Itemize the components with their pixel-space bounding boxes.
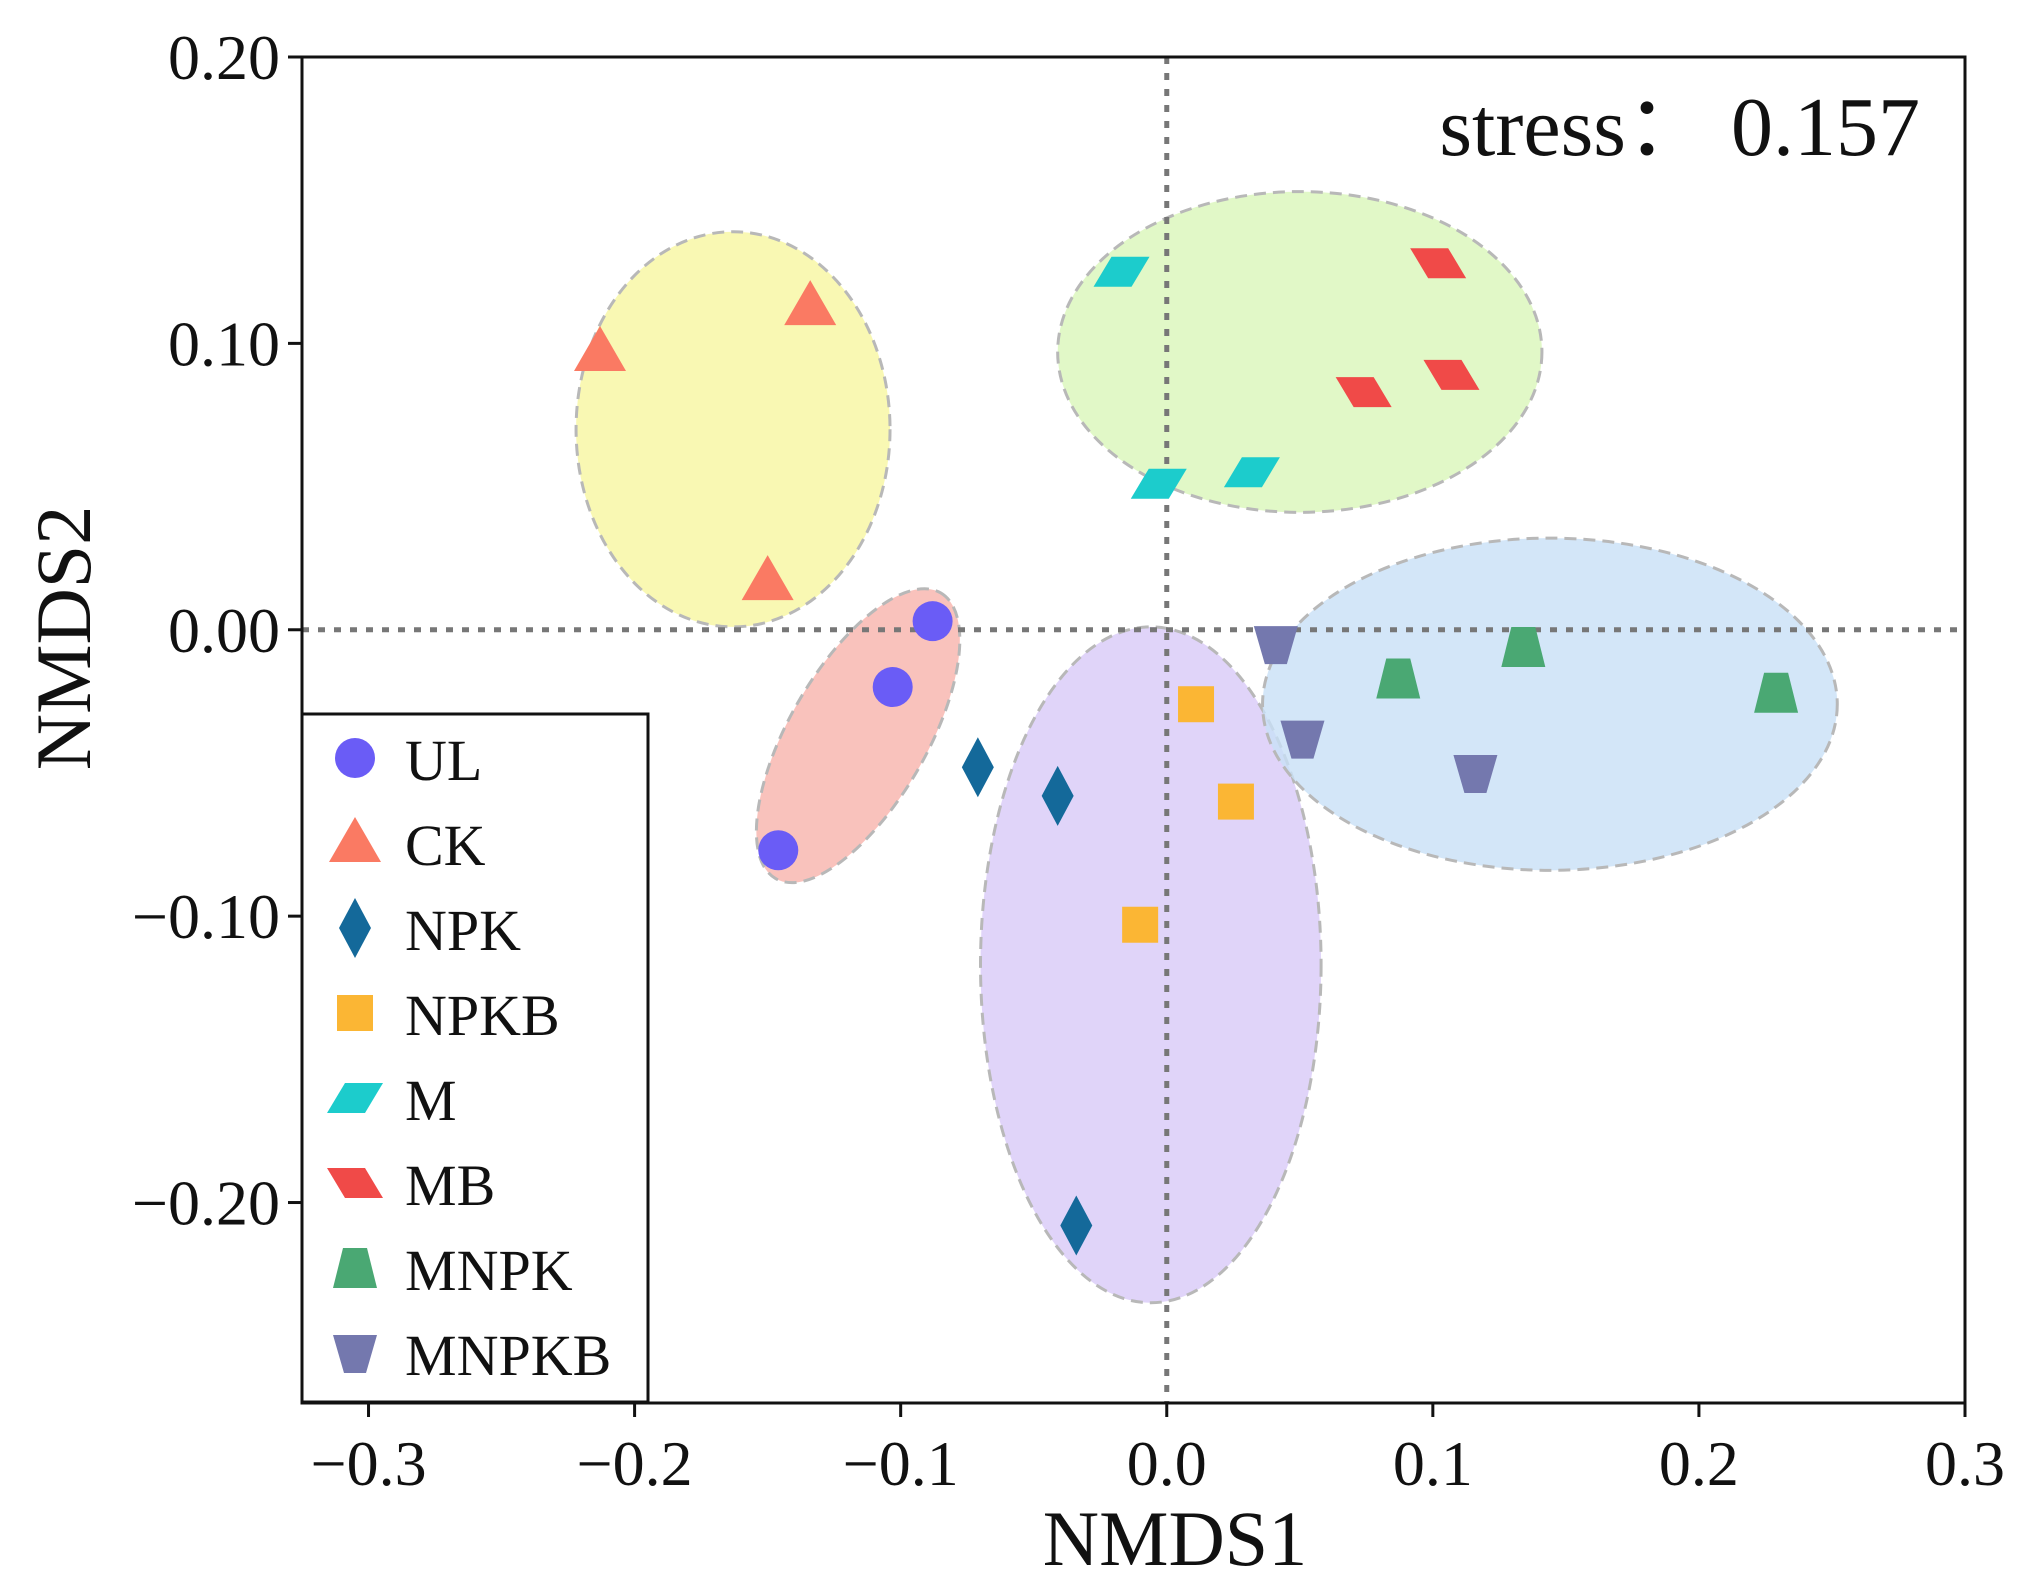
stress-annotation: stress： 0.157 bbox=[1439, 81, 1920, 174]
x-tick-label: 0.2 bbox=[1659, 1428, 1739, 1499]
point-npkb-1 bbox=[1178, 686, 1215, 723]
point-mnpk-3 bbox=[1754, 672, 1799, 713]
point-mb-3 bbox=[1423, 359, 1480, 390]
point-ul-3 bbox=[758, 830, 799, 871]
legend-label-npkb: NPKB bbox=[405, 983, 560, 1048]
point-mnpkb-2 bbox=[1280, 720, 1325, 759]
point-mnpk-1 bbox=[1501, 626, 1546, 667]
x-tick-label: −0.1 bbox=[843, 1428, 959, 1499]
ellipse-ul bbox=[754, 587, 962, 885]
ellipse-ck bbox=[574, 230, 892, 629]
point-npkb-3 bbox=[1122, 906, 1159, 943]
x-tick-label: −0.2 bbox=[577, 1428, 693, 1499]
point-npk-2 bbox=[1041, 765, 1074, 826]
point-mb-1 bbox=[1410, 248, 1467, 279]
x-axis-title: NMDS1 bbox=[1043, 1495, 1307, 1579]
axes: −0.3 −0.2 −0.1 0.0 0.1 0.2 0.3 0.20 0.10 0.00 −0.1… bbox=[132, 22, 2005, 1499]
reference-lines bbox=[302, 57, 1965, 1403]
x-tick-label: 0.3 bbox=[1925, 1428, 2005, 1499]
point-ck-1 bbox=[574, 325, 627, 371]
legend-marker-m bbox=[327, 1083, 383, 1113]
y-tick-label: −0.20 bbox=[132, 1168, 280, 1239]
y-tick-label: 0.10 bbox=[168, 308, 280, 379]
legend-marker-mb bbox=[327, 1168, 383, 1198]
legend-label-mnpkb: MNPKB bbox=[405, 1323, 611, 1388]
legend-marker-mnpkb bbox=[333, 1335, 377, 1373]
point-mb-2 bbox=[1335, 377, 1392, 408]
point-ck-2 bbox=[784, 280, 837, 326]
legend: UL CK NPK NPKB M MB MNPK MNPKB bbox=[300, 712, 650, 1404]
data-points bbox=[574, 248, 1799, 1256]
legend-marker-ck bbox=[329, 817, 381, 862]
legend-marker-npkb bbox=[337, 995, 373, 1031]
legend-marker-mnpk bbox=[333, 1248, 377, 1288]
ellipse-m-mb bbox=[1056, 190, 1544, 514]
legend-label-m: M bbox=[405, 1068, 457, 1133]
point-m-2 bbox=[1130, 468, 1187, 499]
point-mnpk-2 bbox=[1376, 658, 1421, 699]
x-tick-label: 0.1 bbox=[1393, 1428, 1473, 1499]
y-tick-label: −0.10 bbox=[132, 881, 280, 952]
point-npk-1 bbox=[961, 737, 994, 798]
legend-marker-npk bbox=[339, 898, 371, 958]
x-tick-label: 0.0 bbox=[1127, 1428, 1207, 1499]
y-axis-title: NMDS2 bbox=[20, 506, 107, 770]
point-m-1 bbox=[1093, 256, 1150, 287]
point-ck-3 bbox=[741, 555, 794, 601]
point-ul-1 bbox=[912, 601, 953, 642]
point-npk-3 bbox=[1060, 1195, 1093, 1256]
y-tick-label: 0.20 bbox=[168, 22, 280, 93]
point-mnpkb-1 bbox=[1253, 626, 1298, 665]
point-ul-2 bbox=[872, 667, 913, 708]
legend-label-npk: NPK bbox=[405, 898, 521, 963]
legend-marker-ul bbox=[335, 738, 375, 778]
legend-label-ck: CK bbox=[405, 813, 486, 878]
ellipse-mnpk-mnpkb bbox=[1261, 536, 1839, 872]
legend-label-mb: MB bbox=[405, 1153, 495, 1218]
x-tick-label: −0.3 bbox=[310, 1428, 426, 1499]
y-tick-label: 0.00 bbox=[168, 595, 280, 666]
point-npkb-2 bbox=[1217, 783, 1254, 820]
legend-label-mnpk: MNPK bbox=[405, 1238, 573, 1303]
point-m-3 bbox=[1223, 457, 1280, 488]
legend-label-ul: UL bbox=[405, 728, 482, 793]
point-mnpkb-3 bbox=[1453, 754, 1498, 793]
